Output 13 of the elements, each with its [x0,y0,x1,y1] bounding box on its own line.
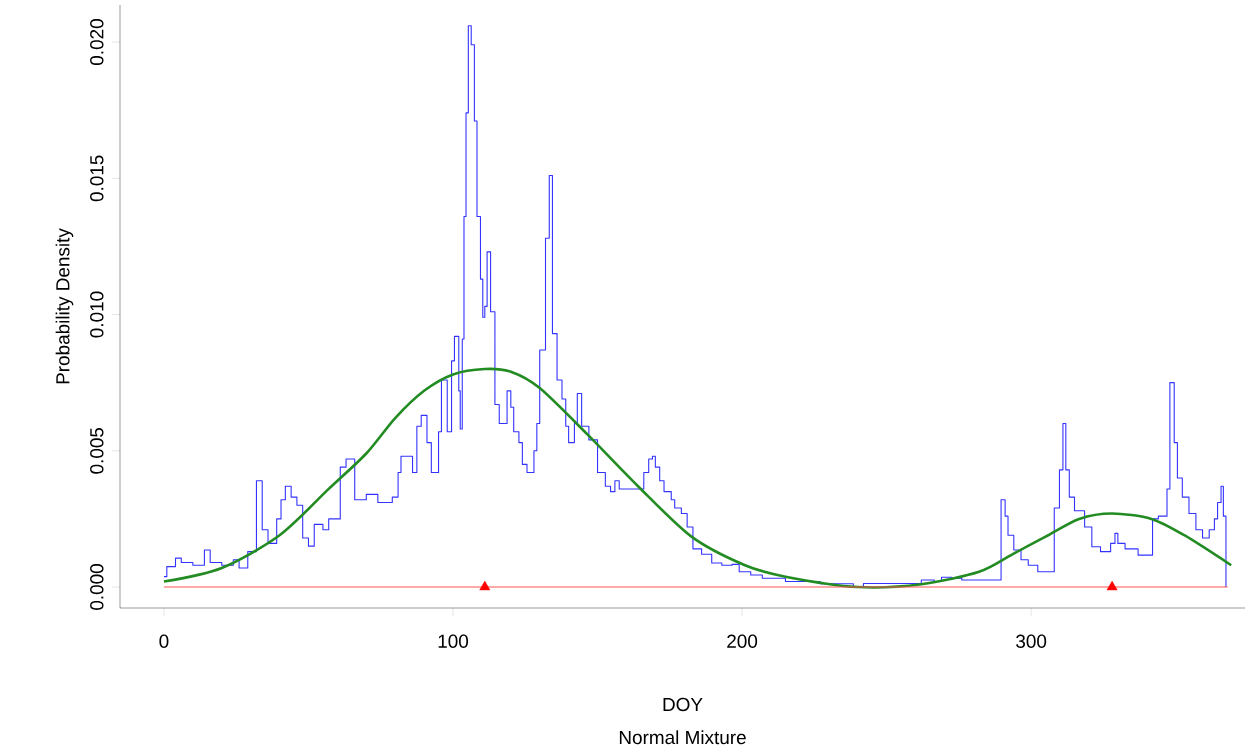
text: Normal Mixture [619,730,746,745]
x-axis-title: DOY [663,697,703,712]
y-tick-label: 0.000 [90,564,104,610]
x-tick-label: 200 [727,634,758,648]
x-tick-label: 0 [159,634,169,648]
y-tick-label: 0.015 [90,155,104,202]
y-tick-label: 0.020 [90,19,104,65]
x-tick-label: 100 [438,634,469,648]
x-tick-label: 300 [1016,634,1047,648]
y-axis-title: Probability Density [55,228,74,384]
y-tick-label: 0.010 [90,291,104,338]
line-series [162,367,1233,589]
y-tick-label: 0.005 [90,427,104,474]
